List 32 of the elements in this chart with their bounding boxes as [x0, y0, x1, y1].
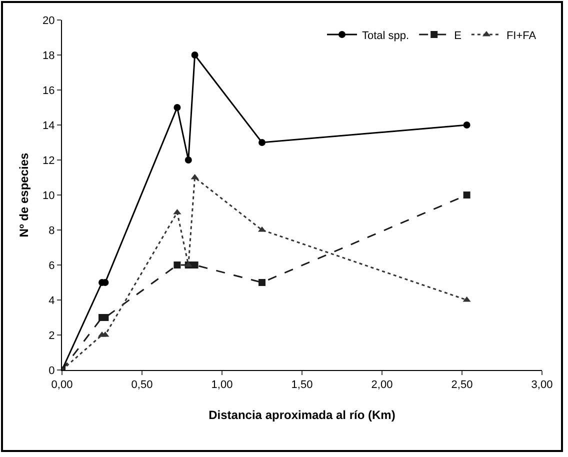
x-tick-label: 0,50	[131, 379, 153, 392]
y-tick-label: 16	[42, 84, 55, 97]
point	[191, 262, 198, 268]
x-axis-title: Distancia aproximada al río (Km)	[208, 408, 396, 422]
x-tick-label: 2,00	[371, 379, 393, 392]
y-tick-label: 2	[48, 330, 55, 342]
point	[184, 156, 192, 164]
y-tick-label: 8	[48, 224, 55, 237]
y-tick-label: 0	[48, 364, 55, 377]
legend-label: E	[454, 30, 462, 42]
legend-label: Total spp.	[362, 30, 410, 42]
point	[258, 279, 266, 286]
y-axis-title: Nº de especies	[17, 152, 31, 238]
y-tick-label: 6	[48, 260, 55, 272]
x-tick-label: 0,00	[51, 379, 73, 392]
y-tick-label: 12	[42, 154, 55, 167]
y-tick-label: 18	[42, 50, 55, 62]
y-tick-label: 20	[42, 14, 55, 27]
point	[174, 262, 181, 268]
y-tick-label: 14	[42, 120, 55, 132]
point	[463, 192, 470, 198]
y-tick-label: 4	[48, 294, 55, 307]
x-tick-label: 3,00	[531, 379, 553, 392]
point	[463, 122, 470, 128]
point	[258, 139, 266, 146]
x-tick-label: 1,50	[291, 379, 313, 392]
point	[174, 104, 181, 111]
point	[191, 52, 198, 58]
x-tick-label: 1,00	[211, 379, 233, 392]
y-tick-label: 10	[42, 190, 55, 202]
x-tick-label: 2,50	[451, 379, 473, 392]
legend-label: FI+FA	[506, 30, 537, 42]
